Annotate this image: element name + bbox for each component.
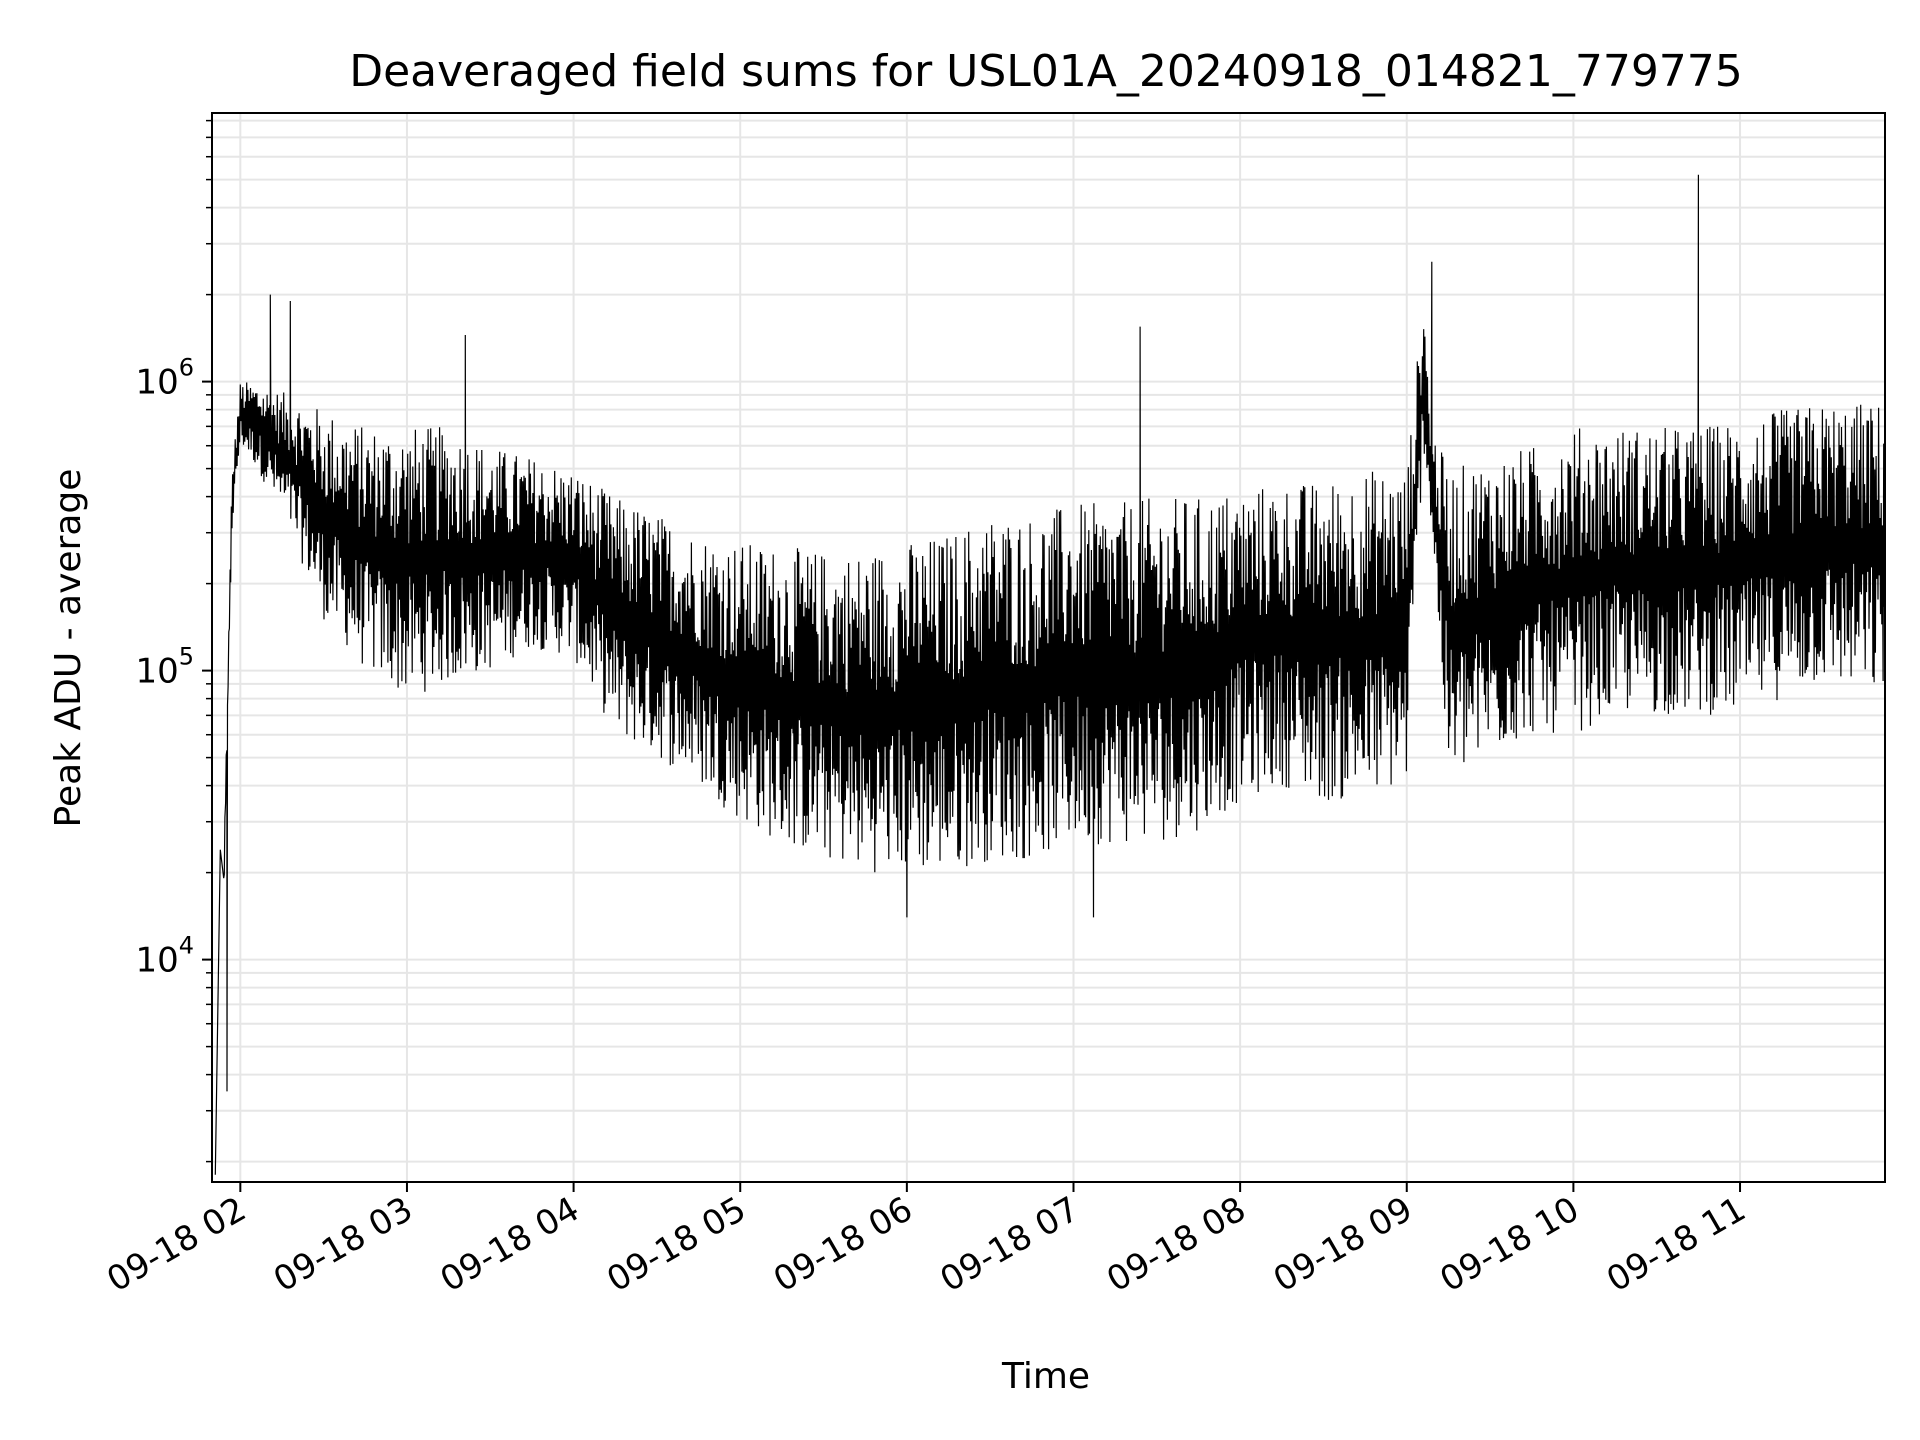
y-tick-label: 104 (135, 932, 194, 981)
x-tick-label: 09-18 10 (1434, 1189, 1586, 1300)
x-tick-label: 09-18 07 (934, 1189, 1086, 1300)
x-tick-label: 09-18 06 (767, 1189, 919, 1300)
plot-area (214, 174, 1886, 1175)
y-tick-label: 106 (135, 354, 194, 403)
x-tick-label: 09-18 03 (267, 1189, 419, 1300)
x-axis-label: Time (1001, 1356, 1090, 1397)
chart-title: Deaveraged field sums for USL01A_2024091… (349, 46, 1743, 97)
x-tick-label: 09-18 09 (1267, 1189, 1419, 1300)
x-tick-label: 09-18 02 (100, 1189, 252, 1300)
y-axis: 104 105 106 (135, 119, 212, 1163)
x-tick-label: 09-18 11 (1600, 1189, 1752, 1300)
x-tick-label: 09-18 08 (1100, 1189, 1252, 1300)
plot-frame (211, 112, 1886, 1183)
series-line (214, 174, 1886, 1175)
x-tick-label: 09-18 05 (600, 1189, 752, 1300)
y-tick-label: 105 (135, 643, 194, 692)
x-tick-label: 09-18 04 (434, 1189, 586, 1300)
y-axis-label: Peak ADU - average (48, 469, 89, 828)
x-axis: 09-18 02 09-18 03 09-18 04 09-18 05 09-18 06… (100, 1182, 1753, 1300)
